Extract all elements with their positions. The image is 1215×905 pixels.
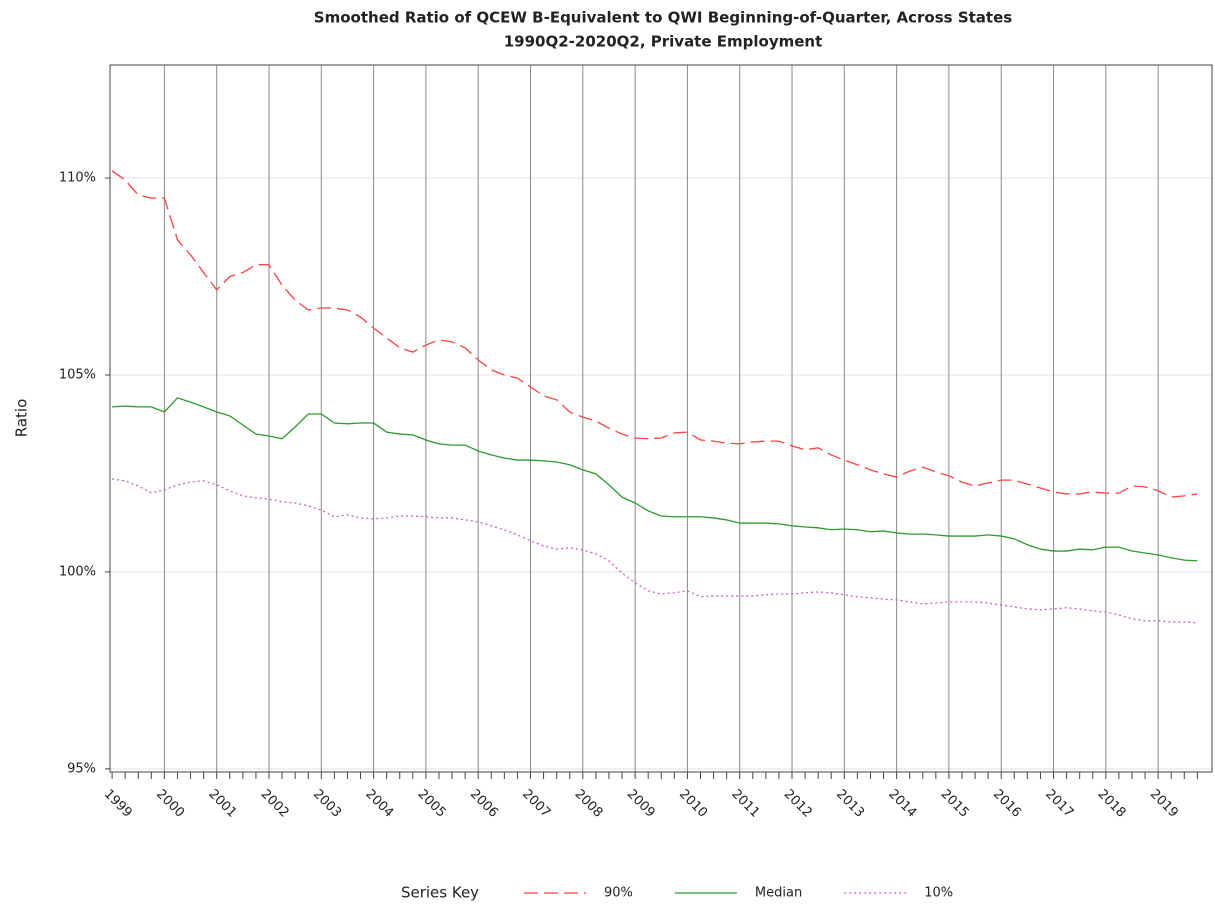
x-tick-label: 2009 <box>624 787 658 821</box>
x-tick-label: 2018 <box>1095 787 1129 821</box>
x-tick-label: 2001 <box>205 787 239 821</box>
x-tick-label: 2019 <box>1147 787 1181 821</box>
x-tick-label: 2008 <box>572 787 606 821</box>
series-line <box>112 397 1198 562</box>
x-tick-label: 2007 <box>519 787 553 821</box>
series-line <box>111 478 1198 624</box>
y-tick-label: 105% <box>59 367 96 382</box>
x-tick-label: 2011 <box>728 787 762 821</box>
chart-title: Smoothed Ratio of QCEW B-Equivalent to Q… <box>314 9 1012 27</box>
y-tick-label: 100% <box>59 564 96 579</box>
series-line <box>111 170 1198 498</box>
x-tick-label: 2010 <box>676 787 710 821</box>
legend-label: 10% <box>924 886 953 901</box>
legend-title: Series Key <box>401 884 479 902</box>
y-tick-label: 110% <box>59 171 96 186</box>
x-tick-label: 2000 <box>153 787 187 821</box>
x-tick-label: 2003 <box>310 787 344 821</box>
y-axis-label: Ratio <box>13 399 31 438</box>
legend-label: Median <box>755 886 802 901</box>
x-tick-label: 2017 <box>1042 787 1076 821</box>
x-tick-label: 1999 <box>101 787 135 821</box>
x-tick-label: 2004 <box>362 787 396 821</box>
y-tick-label: 95% <box>67 761 96 776</box>
x-tick-label: 2006 <box>467 787 501 821</box>
plot-frame <box>109 64 1213 773</box>
x-tick-label: 2014 <box>885 787 919 821</box>
x-tick-label: 2002 <box>258 787 292 821</box>
x-tick-label: 2012 <box>781 787 815 821</box>
legend-label: 90% <box>604 886 633 901</box>
x-tick-label: 2016 <box>990 787 1024 821</box>
x-tick-label: 2015 <box>938 787 972 821</box>
chart-subtitle: 1990Q2-2020Q2, Private Employment <box>504 33 823 51</box>
x-tick-label: 2013 <box>833 787 867 821</box>
x-tick-label: 2005 <box>415 787 449 821</box>
